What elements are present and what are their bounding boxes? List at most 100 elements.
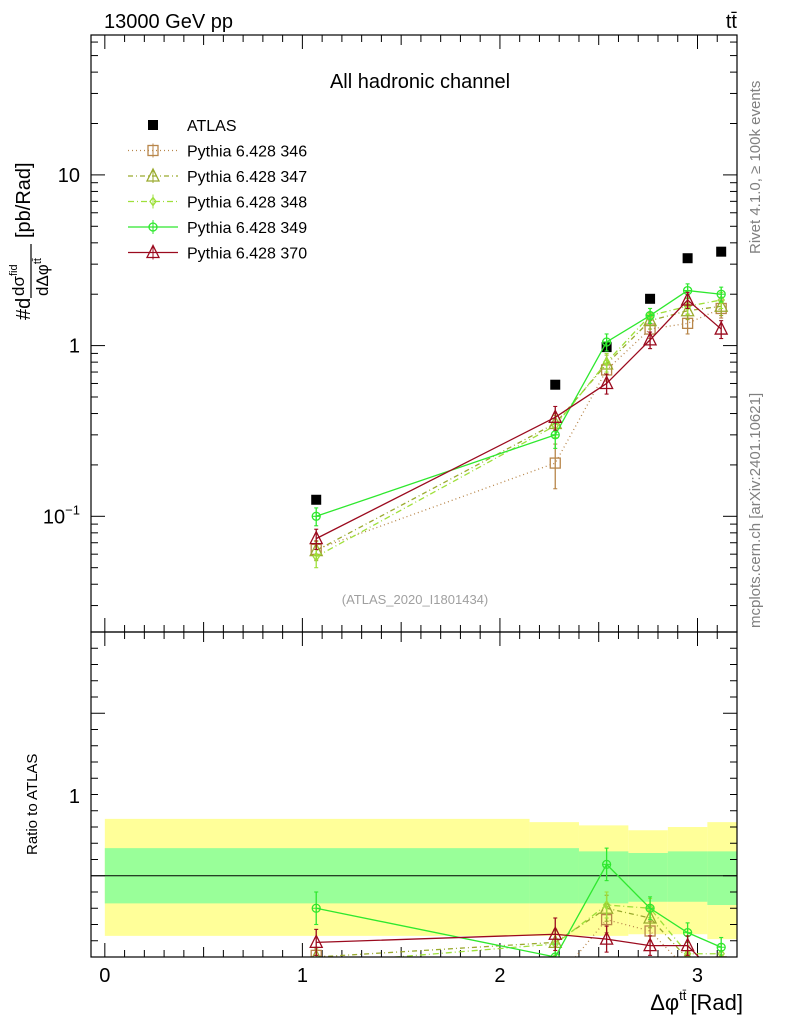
ratio-point	[599, 930, 614, 945]
legend-label: Pythia 6.428 370	[187, 246, 307, 263]
main-y-axis-label: #d dσfid dΔφtt̄ [pb/Rad]	[8, 162, 52, 320]
ratio-axes: 0 1 2 3	[91, 631, 738, 987]
ratio-point	[683, 948, 692, 957]
ylabel-prefix: #d	[13, 298, 35, 320]
analysis-tag: (ATLAS_2020_I1801434)	[342, 592, 488, 607]
ratio-point	[716, 942, 726, 952]
legend-item: Pythia 6.428 346	[128, 143, 307, 161]
legend-item: Pythia 6.428 348	[128, 194, 307, 212]
ratio-point	[309, 933, 324, 949]
main-point-cross	[551, 430, 560, 439]
main-point	[599, 375, 614, 390]
main-point	[716, 289, 726, 299]
main-point	[550, 430, 560, 440]
main-series-pythia-6-428-370	[309, 291, 729, 550]
main-point	[601, 337, 612, 347]
main-point	[714, 297, 729, 312]
main-point	[311, 511, 321, 521]
ratio-series-line	[316, 933, 700, 957]
main-series-line	[315, 307, 722, 550]
main-series-atlas	[311, 246, 727, 505]
legend-marker	[145, 167, 161, 182]
ratio-point	[645, 903, 655, 913]
ratio-xtick-label: 0	[99, 965, 110, 987]
ratio-point-cross	[312, 904, 321, 913]
ratio-point	[548, 925, 563, 940]
ylabel-denominator-sup: tt̄	[32, 258, 44, 264]
xlabel-unit: [Rad]	[690, 990, 743, 1015]
legend-item: Pythia 6.428 370	[128, 244, 307, 263]
main-series-line	[315, 305, 722, 552]
main-ytick-label: 1	[69, 336, 80, 358]
main-point	[717, 294, 726, 306]
ylabel-unit: [pb/Rad]	[13, 162, 35, 238]
main-point	[311, 494, 322, 505]
main-series-group	[309, 246, 729, 569]
ratio-point	[311, 903, 321, 913]
ratio-series-line	[316, 863, 722, 957]
ratio-plot-frame	[90, 631, 738, 958]
ratio-point	[602, 899, 611, 911]
ratio-series-pythia-6-428-370	[309, 917, 700, 957]
legend-marker	[149, 196, 157, 207]
ratio-point-cross	[717, 943, 726, 952]
header-process-label: tt̄	[726, 11, 738, 33]
ratio-xtick-label: 2	[494, 965, 505, 987]
legend-label: Pythia 6.428 346	[187, 144, 307, 161]
main-point	[680, 302, 695, 317]
legend-label: Pythia 6.428 349	[187, 220, 307, 237]
main-series-pythia-6-428-349	[311, 283, 726, 527]
main-point	[714, 320, 729, 335]
ratio-point	[601, 859, 612, 870]
ratio-point	[550, 976, 560, 986]
ylabel-denominator: dΔφ	[33, 264, 52, 296]
ratio-point	[550, 952, 560, 957]
xlabel-sup: tt̄	[679, 988, 687, 1003]
ratio-xtick-label: 3	[692, 965, 703, 987]
main-point	[645, 293, 656, 304]
svg-text:#d: #d	[13, 298, 35, 320]
ratio-point-cross	[646, 904, 655, 913]
svg-text:dΔφtt̄: dΔφtt̄	[32, 258, 52, 296]
ratio-point	[643, 909, 658, 924]
legend-label: Pythia 6.428 347	[187, 169, 307, 186]
main-series-line	[316, 289, 722, 517]
mcplots-label: mcplots.cern.ch [arXiv:2401.10621]	[747, 393, 764, 628]
ratio-y-axis-label: Ratio to ATLAS	[24, 754, 41, 855]
ratio-ytick-label: 1	[69, 786, 80, 808]
ratio-band-inner	[578, 851, 629, 904]
ratio-bands	[104, 818, 737, 940]
main-series-line	[315, 299, 722, 540]
ratio-point	[643, 937, 658, 952]
main-ytick-label: 10−1	[43, 502, 80, 528]
header-energy-label: 13000 GeV pp	[104, 11, 233, 33]
legend-marker	[148, 120, 158, 130]
xlabel-main: Δφ	[650, 990, 679, 1015]
main-title: All hadronic channel	[330, 71, 510, 93]
main-point	[309, 530, 324, 545]
legend-marker	[147, 144, 159, 157]
main-point	[548, 408, 563, 423]
legend-item: ATLAS	[148, 118, 237, 135]
ratio-point	[311, 948, 321, 957]
ratio-point	[717, 948, 726, 957]
main-point	[680, 291, 695, 306]
legend: ATLAS Pythia 6.428 346 Pythia 6.428 347 Pyt…	[128, 118, 307, 263]
ylabel-numerator: dσ	[9, 276, 28, 296]
main-point	[716, 246, 727, 257]
ratio-point	[680, 937, 695, 952]
legend-marker	[148, 222, 158, 232]
main-point-cross	[646, 311, 655, 320]
main-point	[645, 310, 655, 321]
main-series-line	[315, 299, 722, 558]
ratio-band-inner	[628, 853, 668, 902]
ratio-band-inner	[707, 851, 737, 905]
main-panel: 10−1 1 10 All hadronic channel (ATLAS_2020…	[8, 34, 738, 633]
legend-marker-cross	[149, 223, 157, 231]
ylabel-numerator-sup: fid	[8, 264, 20, 276]
svg-text:[pb/Rad]: [pb/Rad]	[13, 162, 35, 238]
ratio-point-cross	[683, 928, 692, 937]
main-point-cross	[602, 337, 611, 346]
x-axis-label: Δφtt̄ [Rad]	[650, 988, 743, 1015]
